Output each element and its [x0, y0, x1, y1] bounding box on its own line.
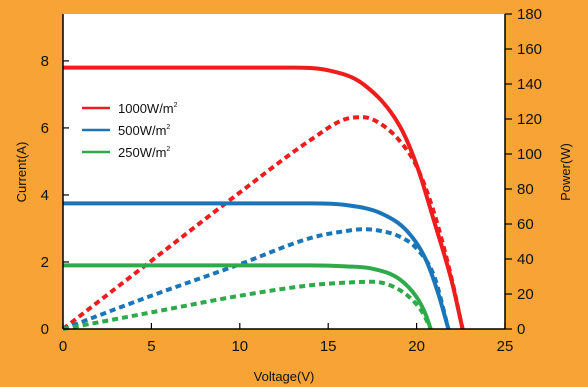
- y2-tick-label: 0: [517, 321, 525, 338]
- x-tick-label: 5: [147, 338, 155, 355]
- y2-tick-label: 140: [517, 76, 542, 93]
- y2-tick-label: 20: [517, 286, 534, 303]
- legend-label: 1000W/m2: [118, 101, 178, 116]
- legend-label: 500W/m2: [118, 123, 170, 138]
- plot-area: [63, 14, 505, 329]
- y2-axis-title: Power(W): [558, 143, 573, 201]
- y-tick-label: 0: [41, 321, 49, 338]
- legend-label: 250W/m2: [118, 145, 170, 160]
- x-tick-label: 25: [497, 338, 514, 355]
- current-curve-500w-m: [63, 201, 451, 330]
- y2-tick-label: 60: [517, 216, 534, 233]
- power-curve-1000w-m: [61, 115, 465, 331]
- y2-tick-label: 40: [517, 251, 534, 268]
- y2-tick-label: 180: [517, 6, 542, 23]
- x-tick-label: 15: [320, 338, 337, 355]
- legend: 1000W/m2 500W/m2 250W/m2: [82, 101, 178, 160]
- x-tick-label: 0: [59, 338, 67, 355]
- power-curve-250w-m: [62, 279, 433, 331]
- x-tick-label: 10: [231, 338, 248, 355]
- axes-layer: [62, 14, 506, 330]
- y-tick-label: 2: [41, 254, 49, 271]
- y2-tick-label: 100: [517, 146, 542, 163]
- y2-tick-label: 160: [517, 41, 542, 58]
- x-tick-label: 20: [408, 338, 425, 355]
- current-curve-1000w-m: [62, 65, 465, 330]
- y2-tick-label: 80: [517, 181, 534, 198]
- y-tick-label: 8: [41, 53, 49, 70]
- y-tick-label: 4: [41, 187, 49, 204]
- y-axis-title: Current(A): [14, 142, 29, 203]
- curves-layer: [61, 65, 465, 331]
- x-axis-title: Voltage(V): [254, 369, 315, 384]
- y2-tick-label: 120: [517, 111, 542, 128]
- y-tick-label: 6: [41, 120, 49, 137]
- current-curve-250w-m: [63, 263, 433, 330]
